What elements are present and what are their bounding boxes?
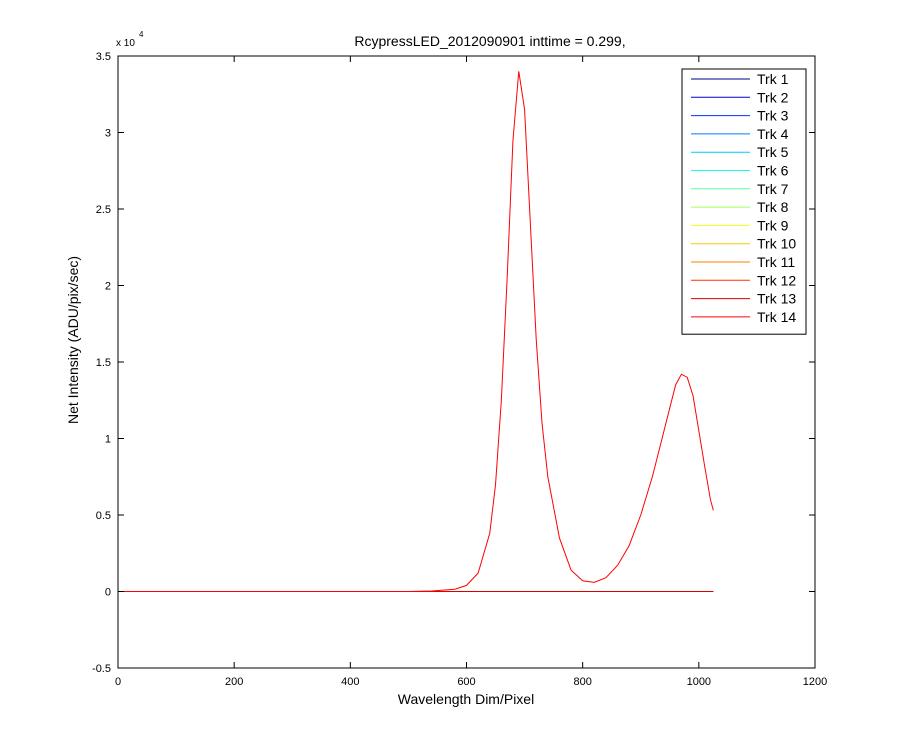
legend-label: Trk 5 xyxy=(757,144,789,160)
x-tick-label: 800 xyxy=(573,676,591,688)
legend: Trk 1 Trk 2 Trk 3 Trk 4 Trk 5 Trk 6 Trk 7 Trk 8… xyxy=(681,68,807,335)
y-tick-label: 1 xyxy=(105,434,111,446)
legend-label: Trk 3 xyxy=(757,108,789,124)
legend-label: Trk 14 xyxy=(757,309,796,325)
x-tick-label: 1200 xyxy=(803,676,827,688)
y-tick-label: 3 xyxy=(105,128,111,140)
x-tick-label: 0 xyxy=(115,676,121,688)
y-exponent-power: 4 xyxy=(139,30,144,39)
x-tick-label: 400 xyxy=(341,676,359,688)
y-tick-label: 0.5 xyxy=(96,510,111,522)
y-exponent-label: x 10 xyxy=(116,38,135,49)
series-line-14 xyxy=(118,71,714,592)
legend-label: Trk 4 xyxy=(757,126,789,142)
y-axis-label: Net Intensity (ADU/pix/sec) xyxy=(65,256,81,424)
legend-label: Trk 10 xyxy=(757,236,796,252)
x-axis: 0 200 400 600 800 1000 1200 xyxy=(115,56,827,688)
legend-label: Trk 6 xyxy=(757,163,789,179)
y-tick-label: -0.5 xyxy=(92,663,111,675)
x-axis-label: Wavelength Dim/Pixel xyxy=(398,691,534,707)
y-tick-label: 3.5 xyxy=(96,51,111,63)
legend-label: Trk 1 xyxy=(757,71,789,87)
legend-label: Trk 2 xyxy=(757,89,789,105)
y-tick-label: 1.5 xyxy=(96,357,111,369)
legend-label: Trk 11 xyxy=(757,254,795,270)
chart-title: RcypressLED_2012090901 inttime = 0.299, xyxy=(354,33,625,49)
plot-series xyxy=(118,71,714,592)
legend-label: Trk 12 xyxy=(757,272,796,288)
x-tick-label: 600 xyxy=(457,676,475,688)
legend-box xyxy=(681,68,807,335)
y-tick-label: 2 xyxy=(105,281,111,293)
x-tick-label: 1000 xyxy=(687,676,711,688)
x-tick-label: 200 xyxy=(225,676,243,688)
legend-label: Trk 7 xyxy=(757,181,789,197)
y-axis: -0.5 0 0.5 1 1.5 2 2.5 3 3.5 xyxy=(92,51,815,675)
y-tick-label: 0 xyxy=(105,587,111,599)
legend-label: Trk 13 xyxy=(757,291,796,307)
legend-label: Trk 8 xyxy=(757,199,789,215)
y-tick-label: 2.5 xyxy=(96,204,111,216)
legend-label: Trk 9 xyxy=(757,217,789,233)
